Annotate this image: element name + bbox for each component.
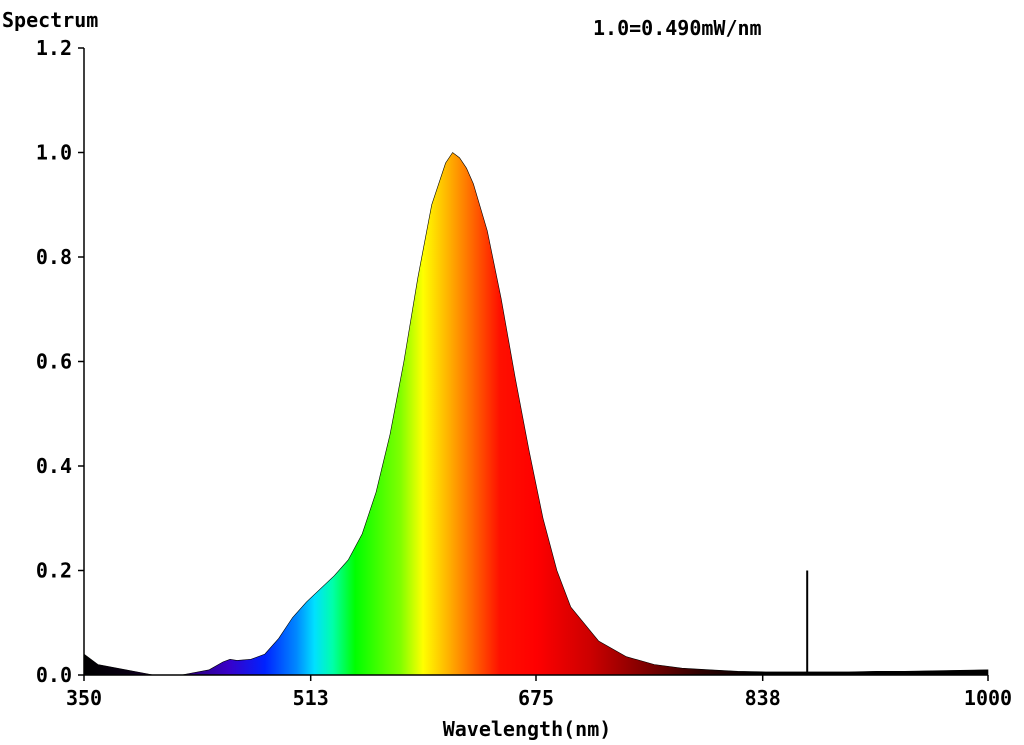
y-tick-label: 0.0 — [36, 663, 72, 687]
y-tick-label: 1.0 — [36, 141, 72, 165]
y-tick-label: 0.8 — [36, 245, 72, 269]
y-tick-label: 0.4 — [36, 454, 72, 478]
chart-title: Spectrum — [2, 8, 98, 32]
y-tick-label: 1.2 — [36, 36, 72, 60]
x-tick-label: 350 — [66, 686, 102, 710]
scale-annotation: 1.0=0.490mW/nm — [593, 16, 762, 40]
y-axis-ticks: 0.0 0.2 0.4 0.6 0.8 1.0 1.2 — [36, 36, 84, 687]
x-tick-label: 675 — [518, 686, 554, 710]
x-tick-label: 1000 — [964, 686, 1012, 710]
spectrum-area — [83, 152, 989, 676]
x-tick-label: 838 — [745, 686, 781, 710]
x-tick-label: 513 — [293, 686, 329, 710]
x-axis-label: Wavelength(nm) — [443, 717, 612, 741]
y-tick-label: 0.6 — [36, 350, 72, 374]
plot-area — [83, 152, 989, 676]
x-axis-ticks: 350 513 675 838 1000 — [66, 675, 1012, 710]
y-tick-label: 0.2 — [36, 559, 72, 583]
